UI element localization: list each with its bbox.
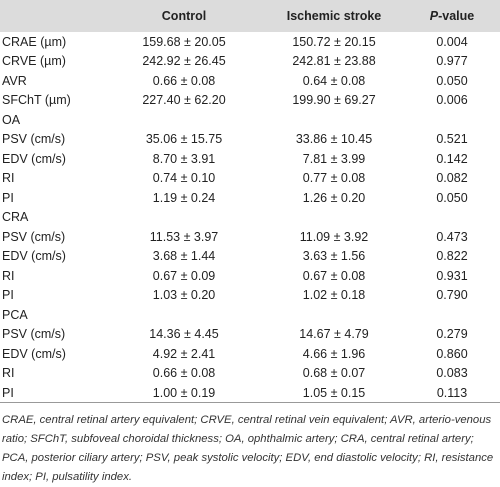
cell: 7.81 ± 3.99 <box>302 151 366 166</box>
row-label: SFChT (µm) <box>2 93 71 108</box>
cell: 0.67 ± 0.09 <box>152 268 216 283</box>
cell: 199.90 ± 69.27 <box>292 93 376 108</box>
row-label: OA <box>2 112 21 127</box>
cell: 159.68 ± 20.05 <box>142 34 226 49</box>
cell: 242.92 ± 26.45 <box>142 54 226 69</box>
header-cell: Control <box>161 9 207 23</box>
cell: 227.40 ± 62.20 <box>142 93 226 108</box>
table-row: PI 1.00 ± 0.19 1.05 ± 0.15 0.113 <box>0 383 500 403</box>
cell: 0.64 ± 0.08 <box>302 73 366 88</box>
cell: 0.082 <box>436 171 468 186</box>
cell: 0.977 <box>436 54 468 69</box>
table-row: SFChT (µm) 227.40 ± 62.20 199.90 ± 69.27 0.… <box>0 91 500 111</box>
header-row: Control Ischemic stroke P-value <box>0 0 500 32</box>
cell: 14.67 ± 4.79 <box>299 327 369 342</box>
row-label: CRA <box>2 210 29 225</box>
table-row: PI 1.19 ± 0.24 1.26 ± 0.20 0.050 <box>0 188 500 208</box>
cell: 1.05 ± 0.15 <box>302 385 366 400</box>
table-row: EDV (cm/s) 3.68 ± 1.44 3.63 ± 1.56 0.822 <box>0 247 500 267</box>
table-row: PCA <box>0 305 500 325</box>
table-row: CRA <box>0 208 500 228</box>
footnote: CRAE, central retinal artery equivalent;… <box>2 414 494 483</box>
cell: 0.521 <box>436 132 468 147</box>
cell: 1.03 ± 0.20 <box>152 288 216 303</box>
row-label: PI <box>2 288 14 303</box>
cell: 11.53 ± 3.97 <box>149 229 219 244</box>
cell: 0.083 <box>436 366 468 381</box>
cell: 0.860 <box>436 346 468 361</box>
cell: 0.66 ± 0.08 <box>152 366 216 381</box>
row-label: EDV (cm/s) <box>2 346 66 361</box>
header-blank <box>0 0 104 32</box>
cell: 4.92 ± 2.41 <box>152 346 216 361</box>
table-row: PSV (cm/s) 11.53 ± 3.97 11.09 ± 3.92 0.473 <box>0 227 500 247</box>
cell: 33.86 ± 10.45 <box>295 132 373 147</box>
cell: 0.77 ± 0.08 <box>302 171 366 186</box>
cell: 1.19 ± 0.24 <box>152 190 216 205</box>
row-label: PI <box>2 385 14 400</box>
table-row: AVR 0.66 ± 0.08 0.64 ± 0.08 0.050 <box>0 71 500 91</box>
table-header: Control Ischemic stroke P-value <box>0 0 500 32</box>
table-row: EDV (cm/s) 8.70 ± 3.91 7.81 ± 3.99 0.142 <box>0 149 500 169</box>
row-label: EDV (cm/s) <box>2 151 66 166</box>
row-label: PI <box>2 190 14 205</box>
table-row: CRVE (µm) 242.92 ± 26.45 242.81 ± 23.88 0.9… <box>0 52 500 72</box>
table-row: RI 0.67 ± 0.09 0.67 ± 0.08 0.931 <box>0 266 500 286</box>
data-table: Control Ischemic stroke P-value CRAE (µm… <box>0 0 500 403</box>
cell: 0.113 <box>436 385 468 400</box>
table-row: EDV (cm/s) 4.92 ± 2.41 4.66 ± 1.96 0.860 <box>0 344 500 364</box>
row-label: PSV (cm/s) <box>2 327 66 342</box>
table-row: PSV (cm/s) 14.36 ± 4.45 14.67 ± 4.79 0.279 <box>0 325 500 345</box>
cell: 14.36 ± 4.45 <box>149 327 219 342</box>
cell: 0.74 ± 0.10 <box>152 171 216 186</box>
table-row: OA <box>0 110 500 130</box>
cell: 0.142 <box>436 151 468 166</box>
row-label: RI <box>2 268 15 283</box>
cell: 4.66 ± 1.96 <box>302 346 366 361</box>
row-label: PSV (cm/s) <box>2 229 66 244</box>
table-row: RI 0.66 ± 0.08 0.68 ± 0.07 0.083 <box>0 364 500 384</box>
cell: 8.70 ± 3.91 <box>152 151 216 166</box>
row-label: RI <box>2 366 15 381</box>
row-label: AVR <box>2 73 27 88</box>
cell: 3.68 ± 1.44 <box>152 249 216 264</box>
cell: 0.050 <box>436 190 468 205</box>
table-row: PI 1.03 ± 0.20 1.02 ± 0.18 0.790 <box>0 286 500 306</box>
table-row: RI 0.74 ± 0.10 0.77 ± 0.08 0.082 <box>0 169 500 189</box>
cell: 150.72 ± 20.15 <box>292 34 376 49</box>
cell: 1.02 ± 0.18 <box>302 288 366 303</box>
row-label: CRVE (µm) <box>2 54 66 69</box>
cell: 0.790 <box>436 288 468 303</box>
cell: 0.67 ± 0.08 <box>302 268 366 283</box>
cell: 0.931 <box>436 268 468 283</box>
cell: 11.09 ± 3.92 <box>299 229 369 244</box>
cell: 1.00 ± 0.19 <box>152 385 216 400</box>
row-label: CRAE (µm) <box>2 34 67 49</box>
cell: 0.66 ± 0.08 <box>152 73 216 88</box>
cell: 0.004 <box>436 34 468 49</box>
table-row: PSV (cm/s) 35.06 ± 15.75 33.86 ± 10.45 0.52… <box>0 130 500 150</box>
cell: 35.06 ± 15.75 <box>145 132 223 147</box>
cell: 0.68 ± 0.07 <box>302 366 366 381</box>
cell: 3.63 ± 1.56 <box>302 249 366 264</box>
table-row: CRAE (µm) 159.68 ± 20.05 150.72 ± 20.15 0.0… <box>0 32 500 52</box>
cell: 0.473 <box>436 229 468 244</box>
cell: 0.006 <box>436 93 468 108</box>
cell: 0.822 <box>436 249 468 264</box>
row-label: EDV (cm/s) <box>2 249 66 264</box>
header-cell: P-value <box>429 9 475 23</box>
header-cell: Ischemic stroke <box>286 9 382 23</box>
table-body: CRAE (µm) 159.68 ± 20.05 150.72 ± 20.15 0.0… <box>0 32 500 403</box>
cell: 0.279 <box>436 327 468 342</box>
cell: 0.050 <box>436 73 468 88</box>
cell: 242.81 ± 23.88 <box>292 54 376 69</box>
row-label: PCA <box>2 307 28 322</box>
row-label: PSV (cm/s) <box>2 132 66 147</box>
cell: 1.26 ± 0.20 <box>302 190 366 205</box>
row-label: RI <box>2 171 15 186</box>
